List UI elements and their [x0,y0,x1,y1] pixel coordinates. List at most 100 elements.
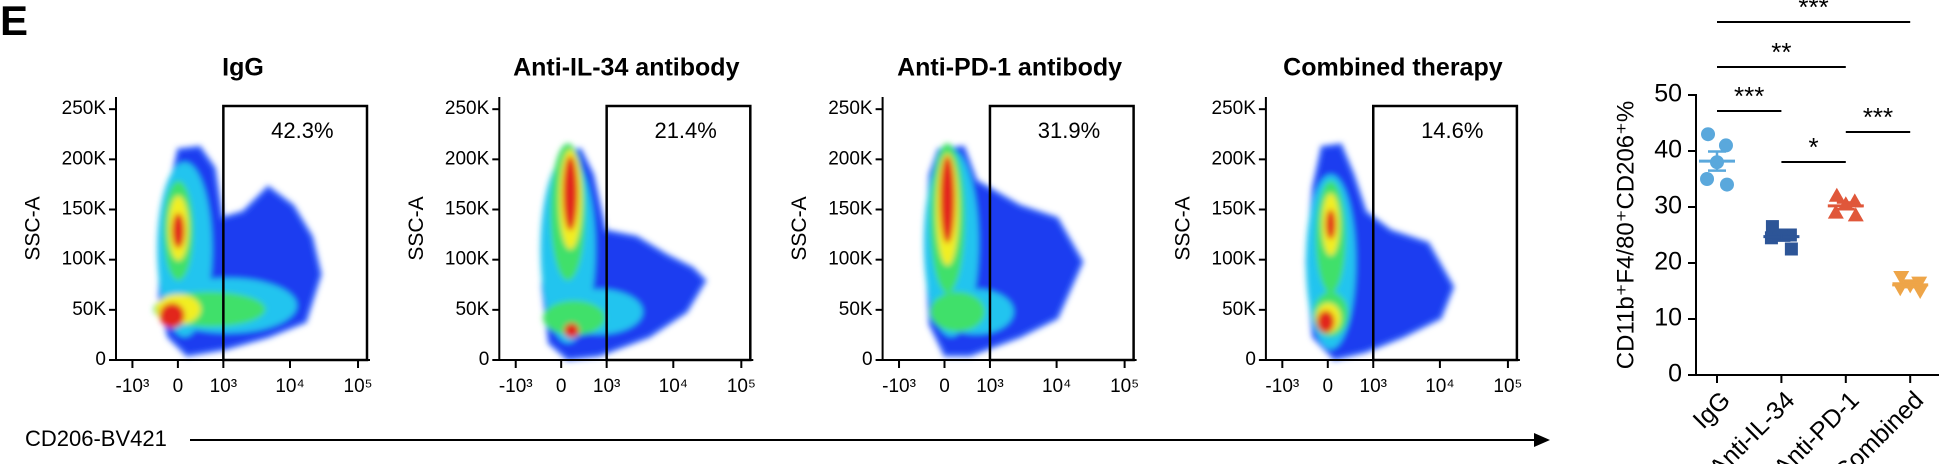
y-axis-title: SSC-A [1171,196,1194,260]
significance-label: *** [1798,0,1828,22]
density-level [1317,310,1335,333]
y-tick-label: 30 [1654,192,1682,220]
data-point [1893,271,1910,285]
data-point [1847,207,1864,222]
density-cloud [923,143,1084,357]
data-point [1718,138,1733,153]
data-point [1700,172,1715,186]
y-tick-label: 50K [455,299,489,320]
gate-percent: 31.9% [1038,118,1100,143]
y-tick-label: 0 [1245,349,1256,370]
density-level [562,155,578,231]
significance-label: ** [1771,37,1791,67]
y-tick-label: 250K [828,98,873,119]
panel-title: Combined therapy [1283,54,1503,82]
y-tick-label: 200K [62,148,107,169]
y-tick-label: 250K [62,98,107,119]
data-point [1719,177,1734,192]
y-tick-label: 50K [1222,299,1256,320]
density-cloud [153,145,323,358]
y-axis-title: CD11b⁺F4/80⁺CD206⁺% [1612,101,1639,369]
density-level [159,303,185,328]
data-point [1846,193,1863,208]
x-tick-label: 0 [939,376,950,397]
y-tick-label: 40 [1654,136,1682,164]
data-point [1784,242,1798,256]
x-axis-title: CD206-BV421 [25,426,167,451]
x-tick-label: -10³ [882,376,916,397]
y-tick-label: 10 [1654,304,1682,332]
y-tick-label: 150K [828,199,873,220]
y-tick-label: 50K [839,299,873,320]
x-tick-label: 10³ [210,376,237,397]
y-tick-label: 100K [1212,249,1257,270]
panel-title: Anti-PD-1 antibody [897,54,1122,82]
y-tick-label: 0 [479,349,490,370]
density-level [939,155,955,244]
x-tick-label: 10³ [593,376,620,397]
panel-title: Anti-IL-34 antibody [513,54,739,82]
y-tick-label: 20 [1654,248,1682,276]
x-tick-label: -10³ [1265,376,1299,397]
x-tick-label: 10³ [1360,376,1387,397]
panel-title: IgG [222,54,264,82]
significance-label: *** [1863,102,1893,132]
panel-label: E [0,0,28,44]
x-tick-label: 10⁴ [1425,376,1454,397]
y-tick-label: 200K [828,148,873,169]
x-tick-label: 0 [1322,376,1333,397]
gate [605,104,752,362]
y-tick-label: 150K [445,199,490,220]
y-tick-label: 200K [445,148,490,169]
x-tick-label: 10⁵ [727,376,756,397]
y-tick-label: 150K [1212,199,1257,220]
x-tick-label: IgG [1688,386,1736,434]
y-tick-label: 250K [445,98,490,119]
density-cloud [1305,143,1455,361]
y-tick-label: 200K [1212,148,1257,169]
density-level [172,213,185,249]
y-tick-label: 100K [62,249,107,270]
gate [222,104,369,362]
gate [1372,104,1519,362]
y-tick-label: 50K [72,299,106,320]
y-tick-label: 50 [1654,80,1682,108]
y-tick-label: 100K [828,249,873,270]
significance-label: * [1809,132,1819,162]
x-tick-label: 10⁴ [275,376,304,397]
gate-percent: 14.6% [1421,118,1483,143]
y-tick-label: 150K [62,199,107,220]
gate-percent: 42.3% [271,118,333,143]
x-tick-label: 10⁵ [344,376,373,397]
x-tick-label: 10⁴ [659,376,688,397]
x-tick-label: 10³ [976,376,1003,397]
data-point [1912,285,1929,299]
density-level [929,291,985,332]
data-point [1827,204,1844,219]
y-tick-label: 0 [1668,360,1682,388]
density-level [542,300,606,336]
x-tick-label: -10³ [116,376,150,397]
x-tick-label: 0 [173,376,184,397]
x-tick-label: 10⁴ [1042,376,1071,397]
gate-percent: 21.4% [654,118,716,143]
y-tick-label: 0 [862,349,873,370]
significance-label: *** [1734,81,1764,111]
gate [988,104,1135,362]
x-tick-label: -10³ [499,376,533,397]
x-tick-label: 10⁵ [1493,376,1522,397]
arrow-head [1534,433,1550,447]
y-tick-label: 250K [1212,98,1257,119]
data-point [1828,187,1845,202]
density-cloud [540,143,707,361]
x-tick-label: 0 [556,376,567,397]
y-tick-label: 100K [445,249,490,270]
y-axis-title: SSC-A [788,196,811,260]
y-axis-title: SSC-A [22,196,45,260]
y-tick-label: 0 [95,349,106,370]
x-tick-label: 10⁵ [1110,376,1139,397]
density-level [1325,209,1336,240]
data-point [1701,127,1716,142]
